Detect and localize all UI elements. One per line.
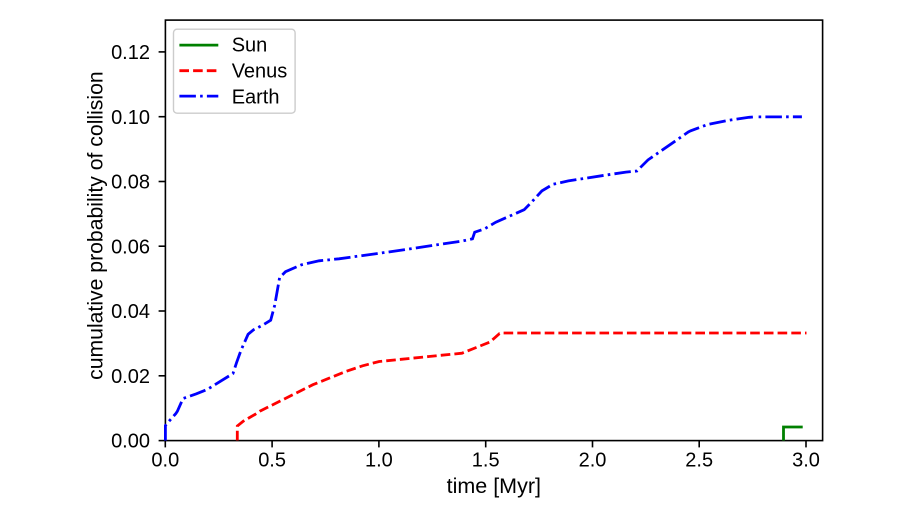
svg-text:0.06: 0.06 <box>111 236 150 258</box>
svg-text:0.02: 0.02 <box>111 366 150 388</box>
svg-text:1.5: 1.5 <box>472 449 500 471</box>
svg-text:0.5: 0.5 <box>258 449 286 471</box>
svg-text:time [Myr]: time [Myr] <box>447 474 541 498</box>
svg-text:Sun: Sun <box>232 35 268 57</box>
svg-text:Venus: Venus <box>232 61 288 83</box>
svg-text:cumulative probability of coll: cumulative probability of collision <box>85 71 108 380</box>
svg-text:1.0: 1.0 <box>365 449 393 471</box>
svg-text:0.0: 0.0 <box>151 449 179 471</box>
svg-text:2.0: 2.0 <box>579 449 607 471</box>
svg-text:0.00: 0.00 <box>111 431 150 453</box>
svg-text:0.12: 0.12 <box>111 42 150 64</box>
svg-text:0.10: 0.10 <box>111 107 150 129</box>
svg-text:0.04: 0.04 <box>111 301 150 323</box>
svg-text:3.0: 3.0 <box>792 449 820 471</box>
svg-text:0.08: 0.08 <box>111 172 150 194</box>
svg-text:2.5: 2.5 <box>685 449 713 471</box>
svg-text:Earth: Earth <box>232 87 280 109</box>
